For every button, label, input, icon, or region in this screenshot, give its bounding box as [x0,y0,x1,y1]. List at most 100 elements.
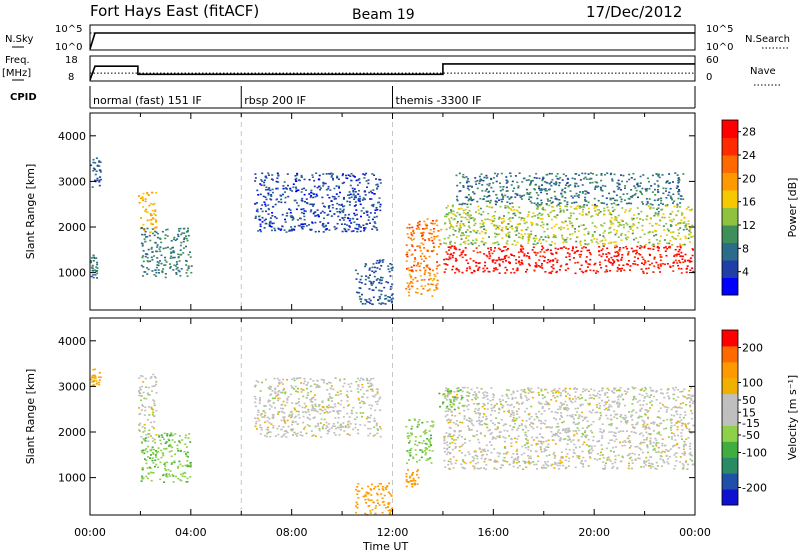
echo-cell [555,182,558,184]
echo-cell [417,226,420,229]
echo-cell [144,449,147,451]
echo-cell [474,454,477,457]
echo-cell [574,251,577,254]
echo-cell [591,234,594,236]
echo-cell [640,407,643,410]
echo-cell [163,448,166,450]
echo-cell [269,220,272,223]
echo-cell [488,219,491,221]
echo-cell [545,203,548,206]
echo-cell [349,193,352,196]
echo-cell [334,417,337,419]
echo-cell [470,419,473,422]
echo-cell [621,207,624,209]
echo-cell [185,264,188,266]
echo-cell [435,220,438,223]
echo-cell [613,255,616,257]
echo-cell [681,258,684,260]
echo-cell [420,242,423,245]
noise-panel-frame [89,24,696,51]
echo-cell [594,203,596,206]
echo-cell [502,196,505,198]
echo-cell [468,214,471,216]
echo-cell [272,222,275,225]
echo-cell [189,461,192,464]
echo-cell [348,194,351,196]
echo-cell [187,229,189,232]
echo-cell [607,389,610,391]
echo-cell [492,220,495,222]
echo-cell [314,405,317,407]
echo-cell [317,405,320,408]
echo-cell [503,410,506,413]
echo-cell [551,463,554,466]
echo-cell [153,415,156,417]
echo-cell [436,261,438,263]
echo-cell [546,182,549,184]
echo-cell [156,261,159,263]
echo-cell [177,235,180,238]
echo-cell [482,179,485,182]
echo-cell [367,219,370,221]
echo-cell [170,434,173,437]
echo-cell [150,448,153,451]
echo-cell [600,266,603,269]
echo-cell [571,249,574,252]
echo-cell [644,188,647,190]
echo-cell [514,230,517,233]
echo-cell [303,215,306,218]
echo-cell [357,377,359,380]
echo-cell [354,191,357,193]
echo-cell [538,185,541,188]
echo-cell [364,283,367,285]
echo-cell [642,174,645,176]
echo-cell [376,278,379,280]
echo-cell [387,502,390,504]
echo-cell [458,213,461,216]
echo-cell [522,248,525,250]
echo-cell [578,174,581,176]
echo-cell [505,235,508,237]
echo-cell [500,403,502,405]
echo-cell [267,426,269,429]
echo-cell [355,505,358,508]
echo-cell [608,252,611,255]
echo-cell [152,217,155,219]
echo-cell [622,456,625,459]
echo-cell [521,419,524,422]
echo-cell [688,394,691,396]
echo-cell [368,280,371,283]
echo-cell [509,220,512,223]
echo-cell [552,260,555,262]
echo-cell [687,206,690,208]
echo-cell [366,417,369,419]
echo-cell [654,449,656,451]
echo-cell [683,243,686,246]
echo-cell [665,454,668,457]
echo-cell [348,225,351,227]
echo-cell [95,380,98,382]
echo-cell [456,390,459,393]
echo-cell [313,179,316,182]
echo-cell [612,197,615,200]
echo-cell [337,402,340,405]
echo-cell [449,452,452,454]
echo-cell [523,219,526,222]
echo-cell [318,230,320,233]
echo-cell [582,443,584,446]
echo-cell [408,288,411,291]
echo-cell [451,441,454,444]
echo-cell [410,276,413,279]
echo-cell [560,461,563,463]
echo-cell [387,509,390,512]
echo-cell [648,230,651,233]
echo-cell [313,185,316,188]
echo-cell [410,285,413,288]
echo-cell [677,177,680,179]
echo-cell [668,191,671,194]
echo-cell [561,179,564,181]
echo-cell [641,201,644,203]
echo-cell [375,424,378,427]
echo-cell [411,432,414,435]
echo-cell [411,483,414,485]
